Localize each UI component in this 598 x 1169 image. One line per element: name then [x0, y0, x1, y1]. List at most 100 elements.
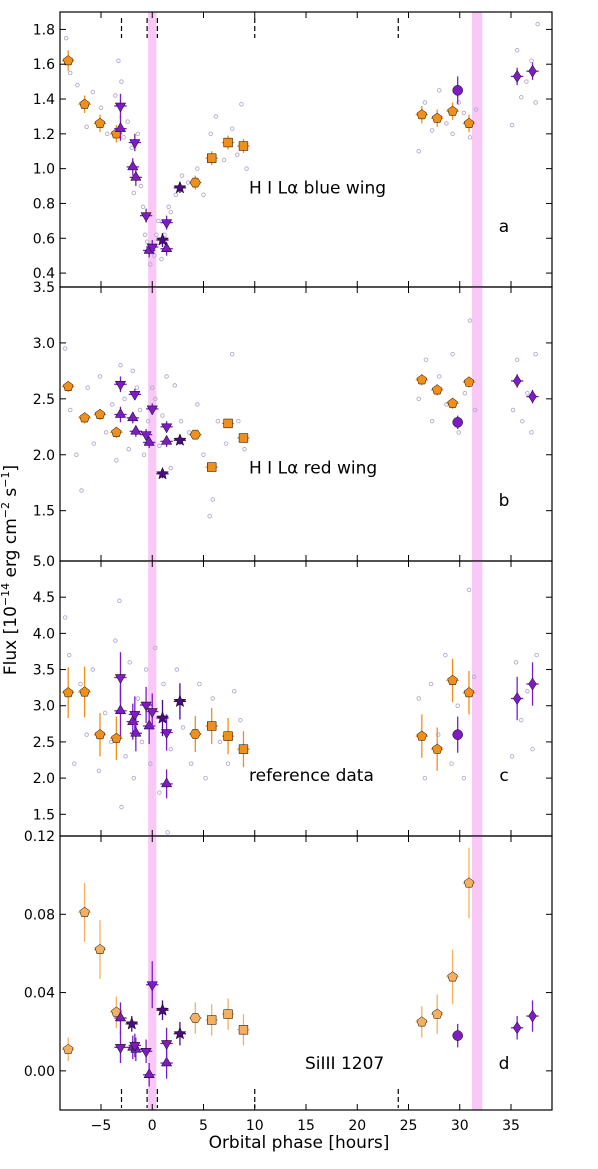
- marker: [431, 1008, 443, 1019]
- marker: [452, 85, 463, 96]
- data-point-circle: [452, 76, 463, 105]
- y-tick-label: 1.4: [33, 92, 55, 108]
- faint-point: [62, 615, 68, 620]
- marker: [140, 431, 152, 442]
- marker: [416, 730, 428, 741]
- faint-point: [159, 256, 164, 262]
- faint-point: [153, 396, 158, 402]
- data-point-tri-down: [146, 240, 159, 254]
- y-tick-label: 2.5: [33, 735, 55, 751]
- data-point-star: [155, 1000, 170, 1020]
- faint-point: [72, 761, 77, 766]
- y-tick-label: 3.5: [33, 663, 55, 679]
- faint-point: [142, 232, 148, 238]
- data-point-tri-up: [114, 1002, 127, 1034]
- faint-point: [524, 79, 529, 84]
- data-point-pentagon: [78, 412, 91, 424]
- faint-point: [455, 703, 460, 708]
- y-tick-label: 1.2: [33, 127, 55, 143]
- faint-point: [131, 190, 137, 196]
- y-tick-label: 0.4: [33, 266, 55, 282]
- marker: [127, 411, 139, 422]
- faint-point: [103, 430, 109, 435]
- data-point-star: [155, 466, 170, 480]
- data-point-diamond: [526, 62, 539, 80]
- data-point-tri-down: [139, 1039, 153, 1064]
- faint-point: [116, 58, 121, 63]
- marker: [94, 944, 106, 954]
- data-point-hexagon: [189, 1002, 202, 1034]
- marker: [62, 687, 74, 698]
- faint-point: [173, 192, 179, 198]
- marker: [79, 412, 90, 423]
- faint-point: [161, 681, 166, 687]
- data-point-circle: [452, 716, 463, 753]
- shaded-band-1: [148, 12, 157, 287]
- panel-annotation: H I Lα red wing: [249, 458, 377, 478]
- faint-point: [533, 351, 538, 357]
- marker: [238, 1025, 249, 1035]
- marker: [140, 1048, 152, 1058]
- marker: [127, 160, 139, 171]
- faint-point: [157, 790, 162, 795]
- faint-point: [514, 357, 520, 362]
- data-point-pentagon: [415, 714, 428, 758]
- marker: [223, 1009, 233, 1019]
- faint-point: [79, 488, 84, 493]
- marker: [173, 433, 187, 446]
- marker: [160, 434, 173, 445]
- marker: [452, 729, 463, 740]
- panel-letter: c: [499, 766, 508, 786]
- faint-point: [84, 732, 89, 737]
- marker: [140, 701, 152, 712]
- faint-point: [525, 689, 530, 694]
- panel-letter: a: [499, 217, 509, 237]
- data-point-diamond: [511, 676, 524, 721]
- faint-point: [416, 148, 422, 154]
- faint-point: [135, 696, 141, 701]
- faint-point: [514, 48, 520, 53]
- data-point-tri-down: [160, 1027, 173, 1060]
- marker: [62, 381, 74, 391]
- faint-point: [235, 152, 240, 157]
- faint-point: [66, 652, 72, 658]
- data-point-tri-down: [139, 208, 153, 223]
- faint-point: [437, 374, 442, 379]
- faint-point: [429, 418, 435, 424]
- faint-point: [473, 107, 479, 112]
- marker: [238, 433, 249, 443]
- data-point-pentagon: [431, 727, 444, 771]
- panel-b: 1.5 2.0 2.5 3.0 3.5 H I Lα red wing b: [33, 280, 553, 562]
- faint-point: [147, 761, 153, 766]
- marker: [238, 744, 249, 754]
- marker: [189, 1013, 201, 1023]
- faint-point: [195, 402, 200, 407]
- faint-point: [221, 157, 227, 163]
- faint-point: [534, 652, 539, 658]
- faint-point: [121, 135, 126, 140]
- data-point-tri-down: [128, 133, 141, 152]
- panel-a: 0.4 0.6 0.8 1.0 1.2 1.4 1.6 1.8 H I Lα blue wing…: [33, 11, 553, 288]
- faint-point: [223, 441, 229, 446]
- faint-point: [160, 413, 165, 418]
- marker: [155, 711, 170, 724]
- x-tick-label: 15: [297, 1118, 315, 1134]
- marker: [114, 1044, 127, 1054]
- faint-point: [471, 674, 477, 680]
- marker: [130, 726, 142, 737]
- faint-point: [450, 131, 455, 137]
- faint-point: [127, 660, 132, 665]
- faint-point: [123, 754, 128, 759]
- faint-point: [97, 374, 103, 379]
- marker: [146, 243, 158, 254]
- data-point-pentagon: [462, 847, 476, 919]
- data-point-tri-up: [143, 435, 156, 449]
- shaded-band-2: [472, 561, 483, 836]
- marker: [416, 374, 428, 385]
- marker: [223, 418, 233, 429]
- data-point-square: [237, 139, 250, 153]
- data-point-hexagon: [189, 429, 202, 440]
- faint-point: [461, 110, 467, 116]
- marker: [463, 687, 475, 698]
- faint-point: [509, 122, 515, 128]
